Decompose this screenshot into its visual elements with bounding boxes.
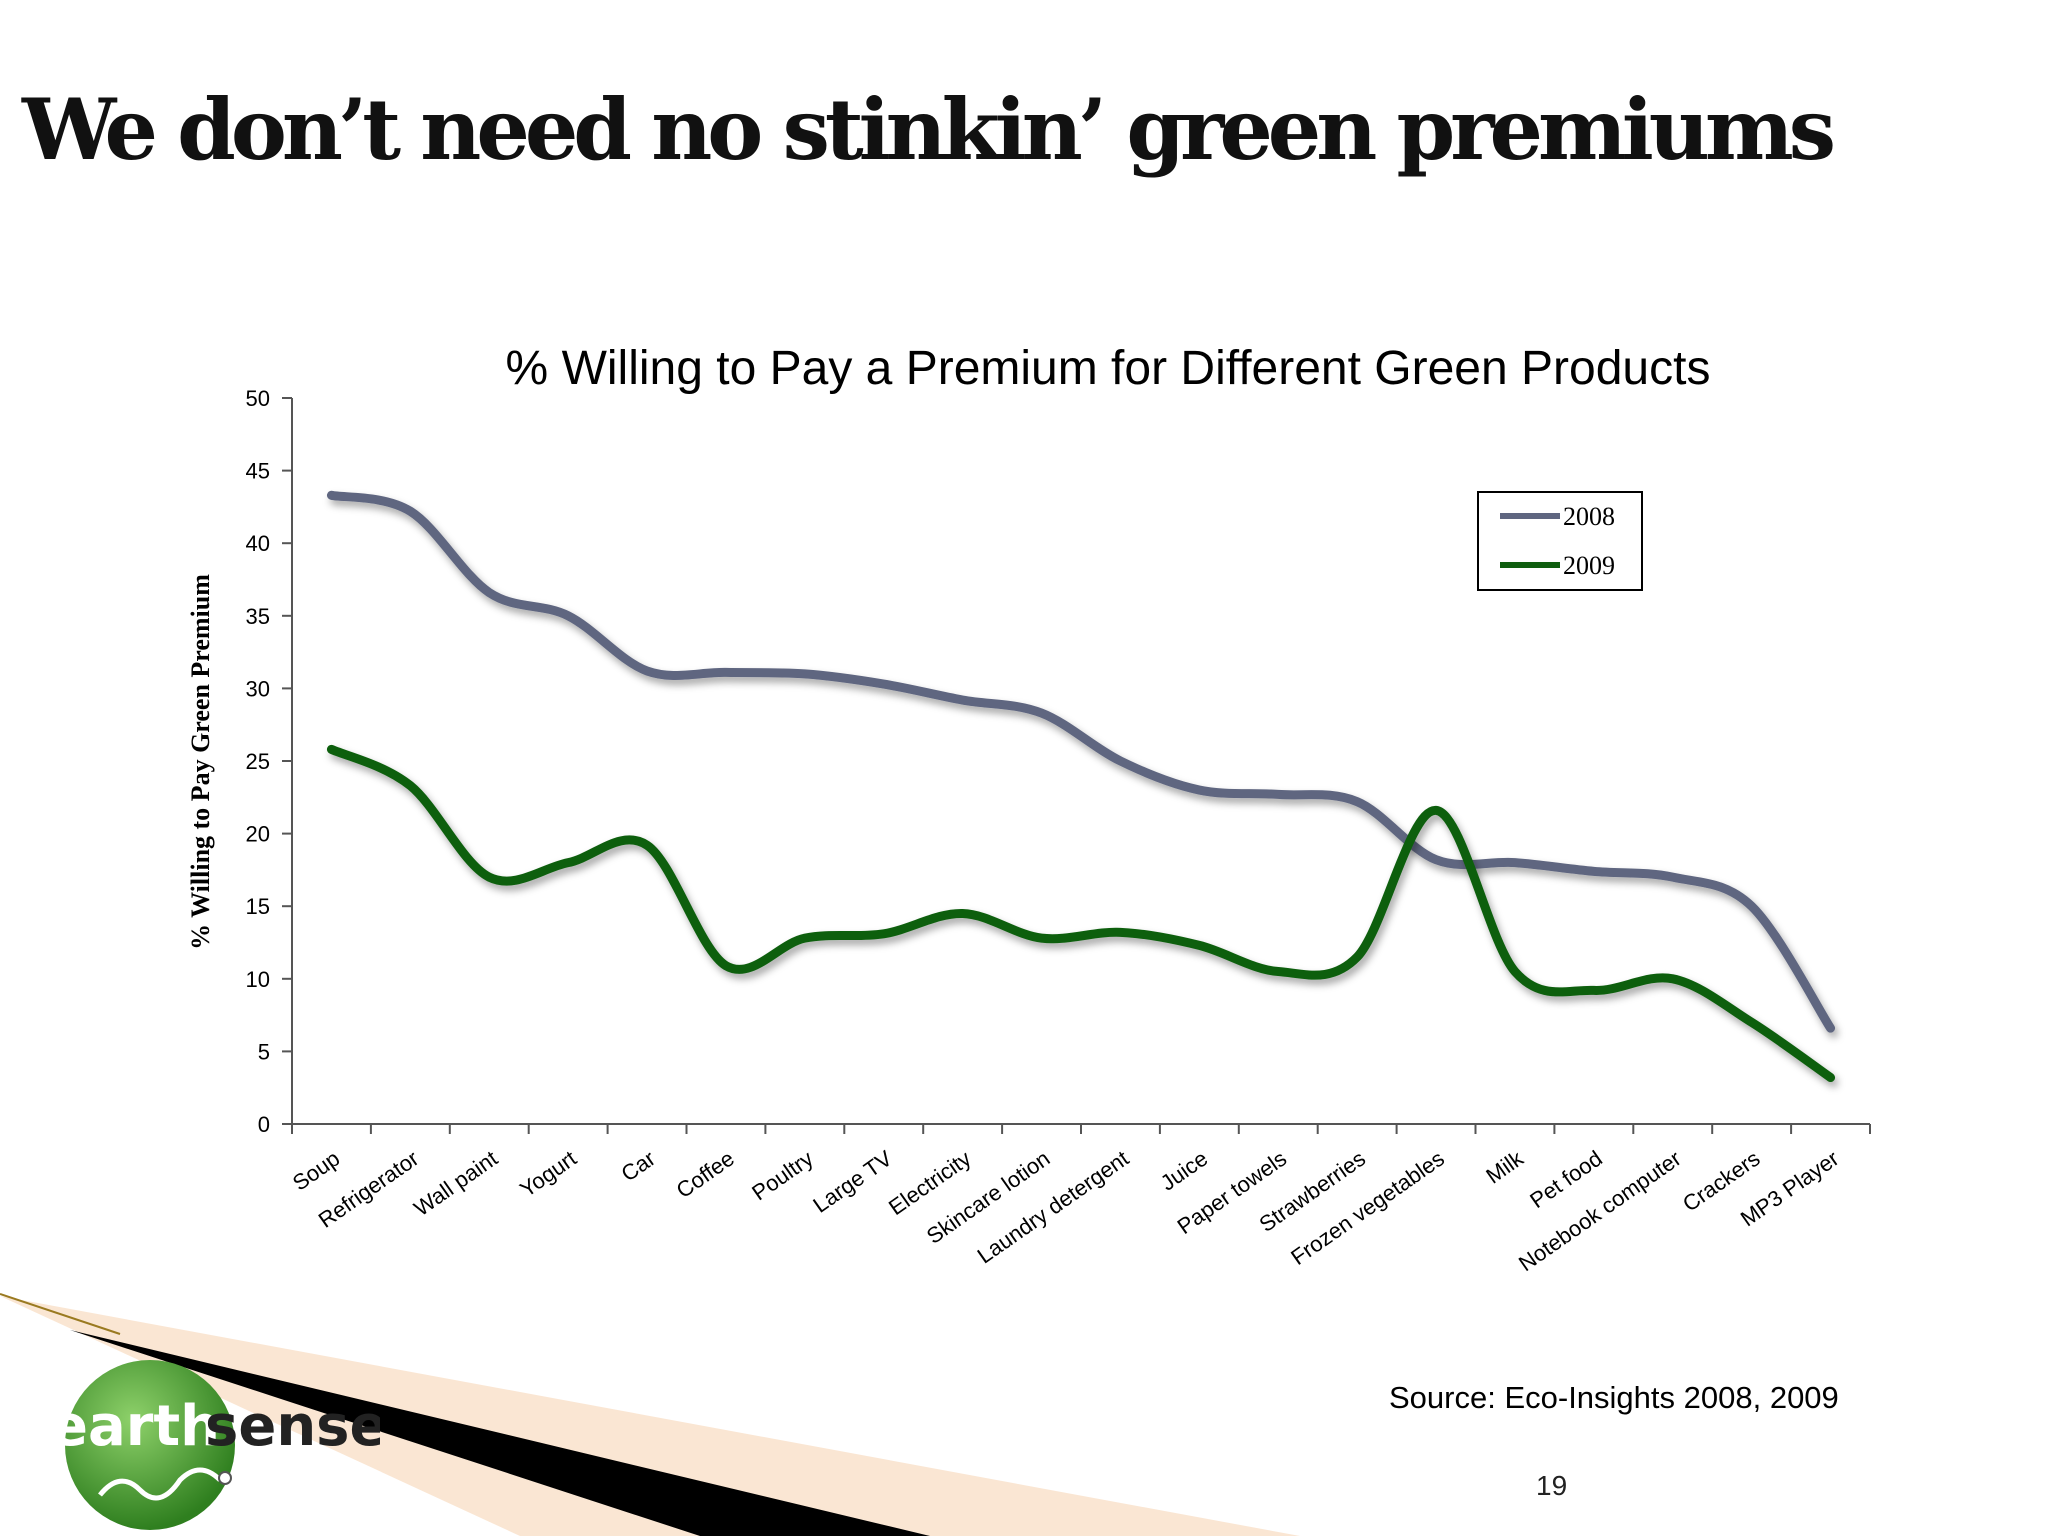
x-tick-label: Coffee xyxy=(672,1146,739,1203)
source-note: Source: Eco-Insights 2008, 2009 xyxy=(1389,1380,1839,1415)
y-tick-label: 25 xyxy=(246,749,270,774)
logo-dot xyxy=(218,1471,232,1485)
legend: 2008 2009 xyxy=(1477,491,1643,591)
earthsense-logo-graphic: earth sense xyxy=(50,1360,388,1530)
x-tick-label: Juice xyxy=(1156,1146,1212,1196)
legend-label-2008: 2008 xyxy=(1563,502,1615,531)
x-tick-label: Poultry xyxy=(747,1146,817,1206)
decor-swoosh-dark xyxy=(70,1330,930,1536)
y-tick-label: 0 xyxy=(258,1112,270,1137)
y-tick-label: 45 xyxy=(246,459,270,484)
y-tick-label: 5 xyxy=(258,1039,270,1064)
y-tick-label: 50 xyxy=(246,386,270,411)
earthsense-logo: earth sense xyxy=(40,1350,388,1535)
x-tick-label: Wall paint xyxy=(409,1146,502,1221)
y-axis-label: % Willing to Pay Green Premium xyxy=(186,574,215,950)
decor-swoosh-light xyxy=(0,1296,1300,1536)
series-line-2008 xyxy=(326,490,1836,1033)
decor-swoosh-line xyxy=(0,1293,121,1335)
chart-title: % Willing to Pay a Premium for Different… xyxy=(506,342,1711,395)
legend-label-2009: 2009 xyxy=(1563,551,1615,580)
x-tick-label: Soup xyxy=(288,1146,344,1196)
y-tick-label: 10 xyxy=(246,967,270,992)
y-tick-label: 20 xyxy=(246,822,270,847)
legend-box xyxy=(1477,491,1643,591)
logo-word-earth: earth xyxy=(50,1394,220,1459)
slide-title: We don’t need no stinkin’ green premiums xyxy=(22,80,1836,179)
series-layer xyxy=(326,490,1836,1083)
logo-word-sense: sense xyxy=(205,1394,380,1459)
x-tick-label: Laundry detergent xyxy=(973,1146,1134,1269)
x-tick-label: Yogurt xyxy=(515,1146,581,1203)
series-line-2009 xyxy=(326,744,1836,1083)
logo-swirl xyxy=(98,1467,222,1501)
y-tick-label: 15 xyxy=(246,894,270,919)
y-tick-label: 40 xyxy=(246,531,270,556)
y-tick-label: 30 xyxy=(246,676,270,701)
x-tick-label: Milk xyxy=(1481,1145,1528,1188)
y-tick-label: 35 xyxy=(246,604,270,629)
x-tick-label: Large TV xyxy=(808,1145,896,1217)
page-number: 19 xyxy=(1536,1470,1568,1501)
x-tick-label: Car xyxy=(617,1146,660,1187)
y-axis: 0 5 10 15 20 25 30 35 40 45 50 xyxy=(246,386,293,1137)
